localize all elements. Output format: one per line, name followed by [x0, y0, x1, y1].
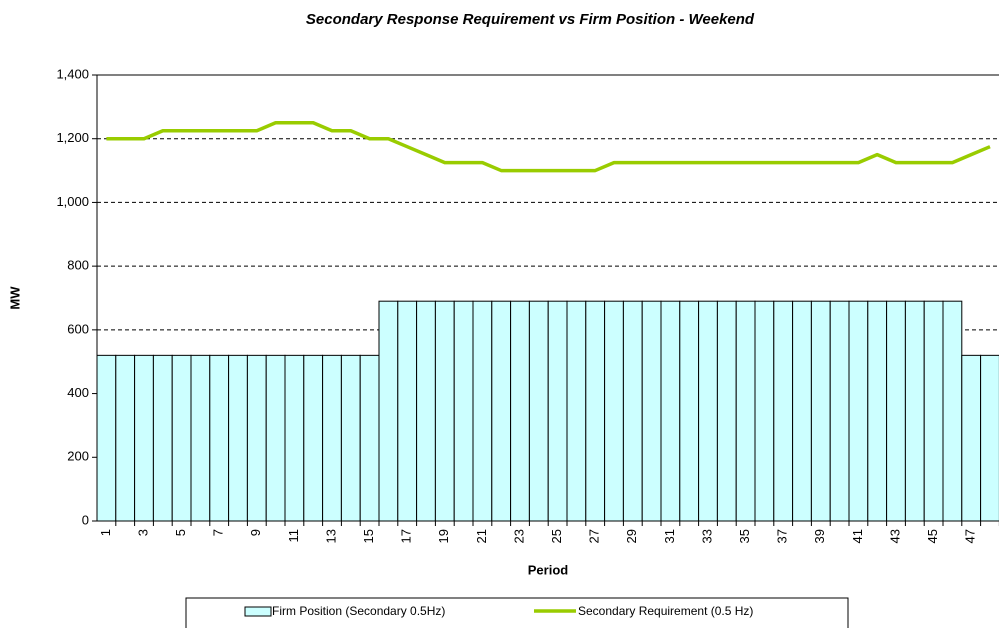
bar	[134, 354, 154, 522]
bar	[698, 300, 718, 522]
bar	[416, 300, 436, 522]
bar	[754, 300, 775, 522]
x-tick-label: 35	[737, 529, 752, 543]
y-tick-label: 0	[82, 512, 89, 527]
chart-title: Secondary Response Requirement vs Firm P…	[306, 11, 755, 28]
bar	[622, 300, 643, 522]
bar	[378, 300, 399, 522]
bar	[604, 300, 624, 522]
x-tick-label: 29	[624, 529, 639, 543]
x-tick-label: 41	[850, 529, 865, 543]
bar	[679, 300, 700, 522]
bar	[716, 300, 737, 522]
legend-swatch	[244, 606, 272, 617]
y-tick-label: 400	[67, 385, 89, 400]
x-tick-label: 47	[963, 529, 978, 543]
bar	[115, 354, 136, 522]
bar	[453, 300, 474, 522]
x-tick-label: 43	[887, 529, 902, 543]
bar	[547, 300, 568, 522]
bar	[528, 300, 549, 522]
bar	[829, 300, 850, 522]
x-tick-label: 5	[173, 529, 188, 536]
bar	[359, 354, 380, 522]
bar	[284, 354, 305, 522]
bar	[152, 354, 173, 522]
bar	[773, 300, 794, 522]
bar	[265, 354, 286, 522]
x-tick-label: 19	[436, 529, 451, 543]
bar	[246, 354, 267, 522]
legend-label: Secondary Requirement (0.5 Hz)	[578, 604, 753, 618]
y-tick-label: 200	[67, 449, 89, 464]
x-tick-label: 3	[135, 529, 150, 536]
x-tick-label: 31	[662, 529, 677, 543]
x-tick-label: 17	[399, 529, 414, 543]
bar	[510, 300, 530, 522]
legend-box	[185, 597, 849, 628]
x-tick-label: 13	[323, 529, 338, 543]
bar	[904, 300, 925, 522]
bar	[472, 300, 493, 522]
x-tick-label: 45	[925, 529, 940, 543]
bar	[848, 300, 869, 522]
bar	[171, 354, 192, 522]
y-tick-label: 1,400	[56, 66, 89, 81]
x-tick-label: 33	[699, 529, 714, 543]
x-tick-label: 39	[812, 529, 827, 543]
x-tick-label: 9	[248, 529, 263, 536]
bar	[961, 354, 982, 522]
bar	[209, 354, 230, 522]
legend-label: Firm Position (Secondary 0.5Hz)	[272, 604, 445, 618]
x-axis-title: Period	[528, 562, 569, 577]
bar	[322, 354, 342, 522]
y-tick-label: 1,000	[56, 194, 89, 209]
bar	[942, 300, 963, 522]
x-tick-label: 37	[775, 529, 790, 543]
bar	[810, 300, 831, 522]
y-axis-title: MW	[7, 286, 22, 310]
line	[106, 121, 991, 173]
bar	[190, 354, 211, 522]
x-tick-label: 25	[549, 529, 564, 543]
bar	[923, 300, 944, 522]
bar	[792, 300, 812, 522]
bar	[96, 354, 117, 522]
x-tick-label: 27	[587, 529, 602, 543]
bar	[980, 354, 999, 522]
x-tick-label: 21	[474, 529, 489, 543]
bar	[886, 300, 906, 522]
bar	[585, 300, 606, 522]
y-tick-label: 1,200	[56, 130, 89, 145]
bar	[641, 300, 662, 522]
bar	[735, 300, 756, 522]
x-tick-label: 1	[98, 529, 113, 536]
y-tick-label: 800	[67, 258, 89, 273]
bar	[228, 354, 248, 522]
bar	[867, 300, 888, 522]
x-tick-label: 7	[211, 529, 226, 536]
bar	[397, 300, 418, 522]
bar	[303, 354, 324, 522]
x-tick-label: 23	[511, 529, 526, 543]
x-tick-label: 11	[286, 529, 301, 543]
x-tick-label: 15	[361, 529, 376, 543]
bar	[491, 300, 512, 522]
bar	[660, 300, 681, 522]
bar	[566, 300, 587, 522]
bar	[340, 354, 361, 522]
bar	[434, 300, 455, 522]
y-tick-label: 600	[67, 321, 89, 336]
